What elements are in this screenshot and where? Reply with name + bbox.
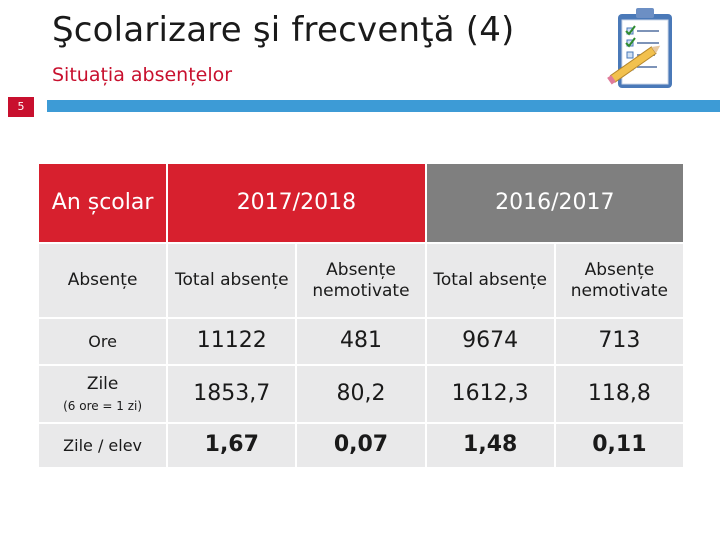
- slide-number: 5: [8, 97, 34, 117]
- header-year-label: An școlar: [39, 164, 167, 242]
- row-label: Zile: [86, 374, 119, 395]
- table-cell: 481: [297, 319, 425, 364]
- row-note: (6 ore = 1 zi): [63, 399, 143, 414]
- table-row: Zile / elev 1,67 0,07 1,48 0,11: [39, 424, 683, 467]
- header-row: An școlar 2017/2018 2016/2017: [39, 164, 683, 242]
- row-label: Ore: [39, 319, 167, 364]
- table-cell: 1,67: [168, 424, 296, 467]
- checklist-clipboard-pencil-icon: [607, 8, 672, 88]
- absences-table: An școlar 2017/2018 2016/2017 Absențe To…: [37, 162, 685, 469]
- table-cell: 118,8: [555, 366, 683, 422]
- table-cell: 0,11: [555, 424, 683, 467]
- subheader-col: Absențe nemotivate: [555, 244, 683, 317]
- subheader-col: Total absențe: [426, 244, 554, 317]
- table-cell: 1,48: [426, 424, 554, 467]
- table-cell: 9674: [426, 319, 554, 364]
- row-label: Zile / elev: [39, 424, 167, 467]
- header-bar: [47, 100, 720, 112]
- subheader-col: Absențe nemotivate: [297, 244, 425, 317]
- slide-subtitle: Situația absențelor: [52, 64, 233, 86]
- table-cell: 11122: [168, 319, 296, 364]
- subheader-row: Absențe Total absențe Absențe nemotivate…: [39, 244, 683, 317]
- table-cell: 713: [555, 319, 683, 364]
- table-cell: 1612,3: [426, 366, 554, 422]
- table-cell: 0,07: [297, 424, 425, 467]
- slide-title: Şcolarizare şi frecvenţă (4): [52, 10, 515, 50]
- header-year-2017-2018: 2017/2018: [168, 164, 425, 242]
- table-cell: 80,2: [297, 366, 425, 422]
- subheader-label: Absențe: [39, 244, 167, 317]
- table-row: Zile (6 ore = 1 zi) 1853,7 80,2 1612,3 1…: [39, 366, 683, 422]
- table-row: Ore 11122 481 9674 713: [39, 319, 683, 364]
- header-year-2016-2017: 2016/2017: [426, 164, 683, 242]
- subheader-col: Total absențe: [168, 244, 296, 317]
- table-cell: 1853,7: [168, 366, 296, 422]
- row-label-cell: Zile (6 ore = 1 zi): [39, 366, 167, 422]
